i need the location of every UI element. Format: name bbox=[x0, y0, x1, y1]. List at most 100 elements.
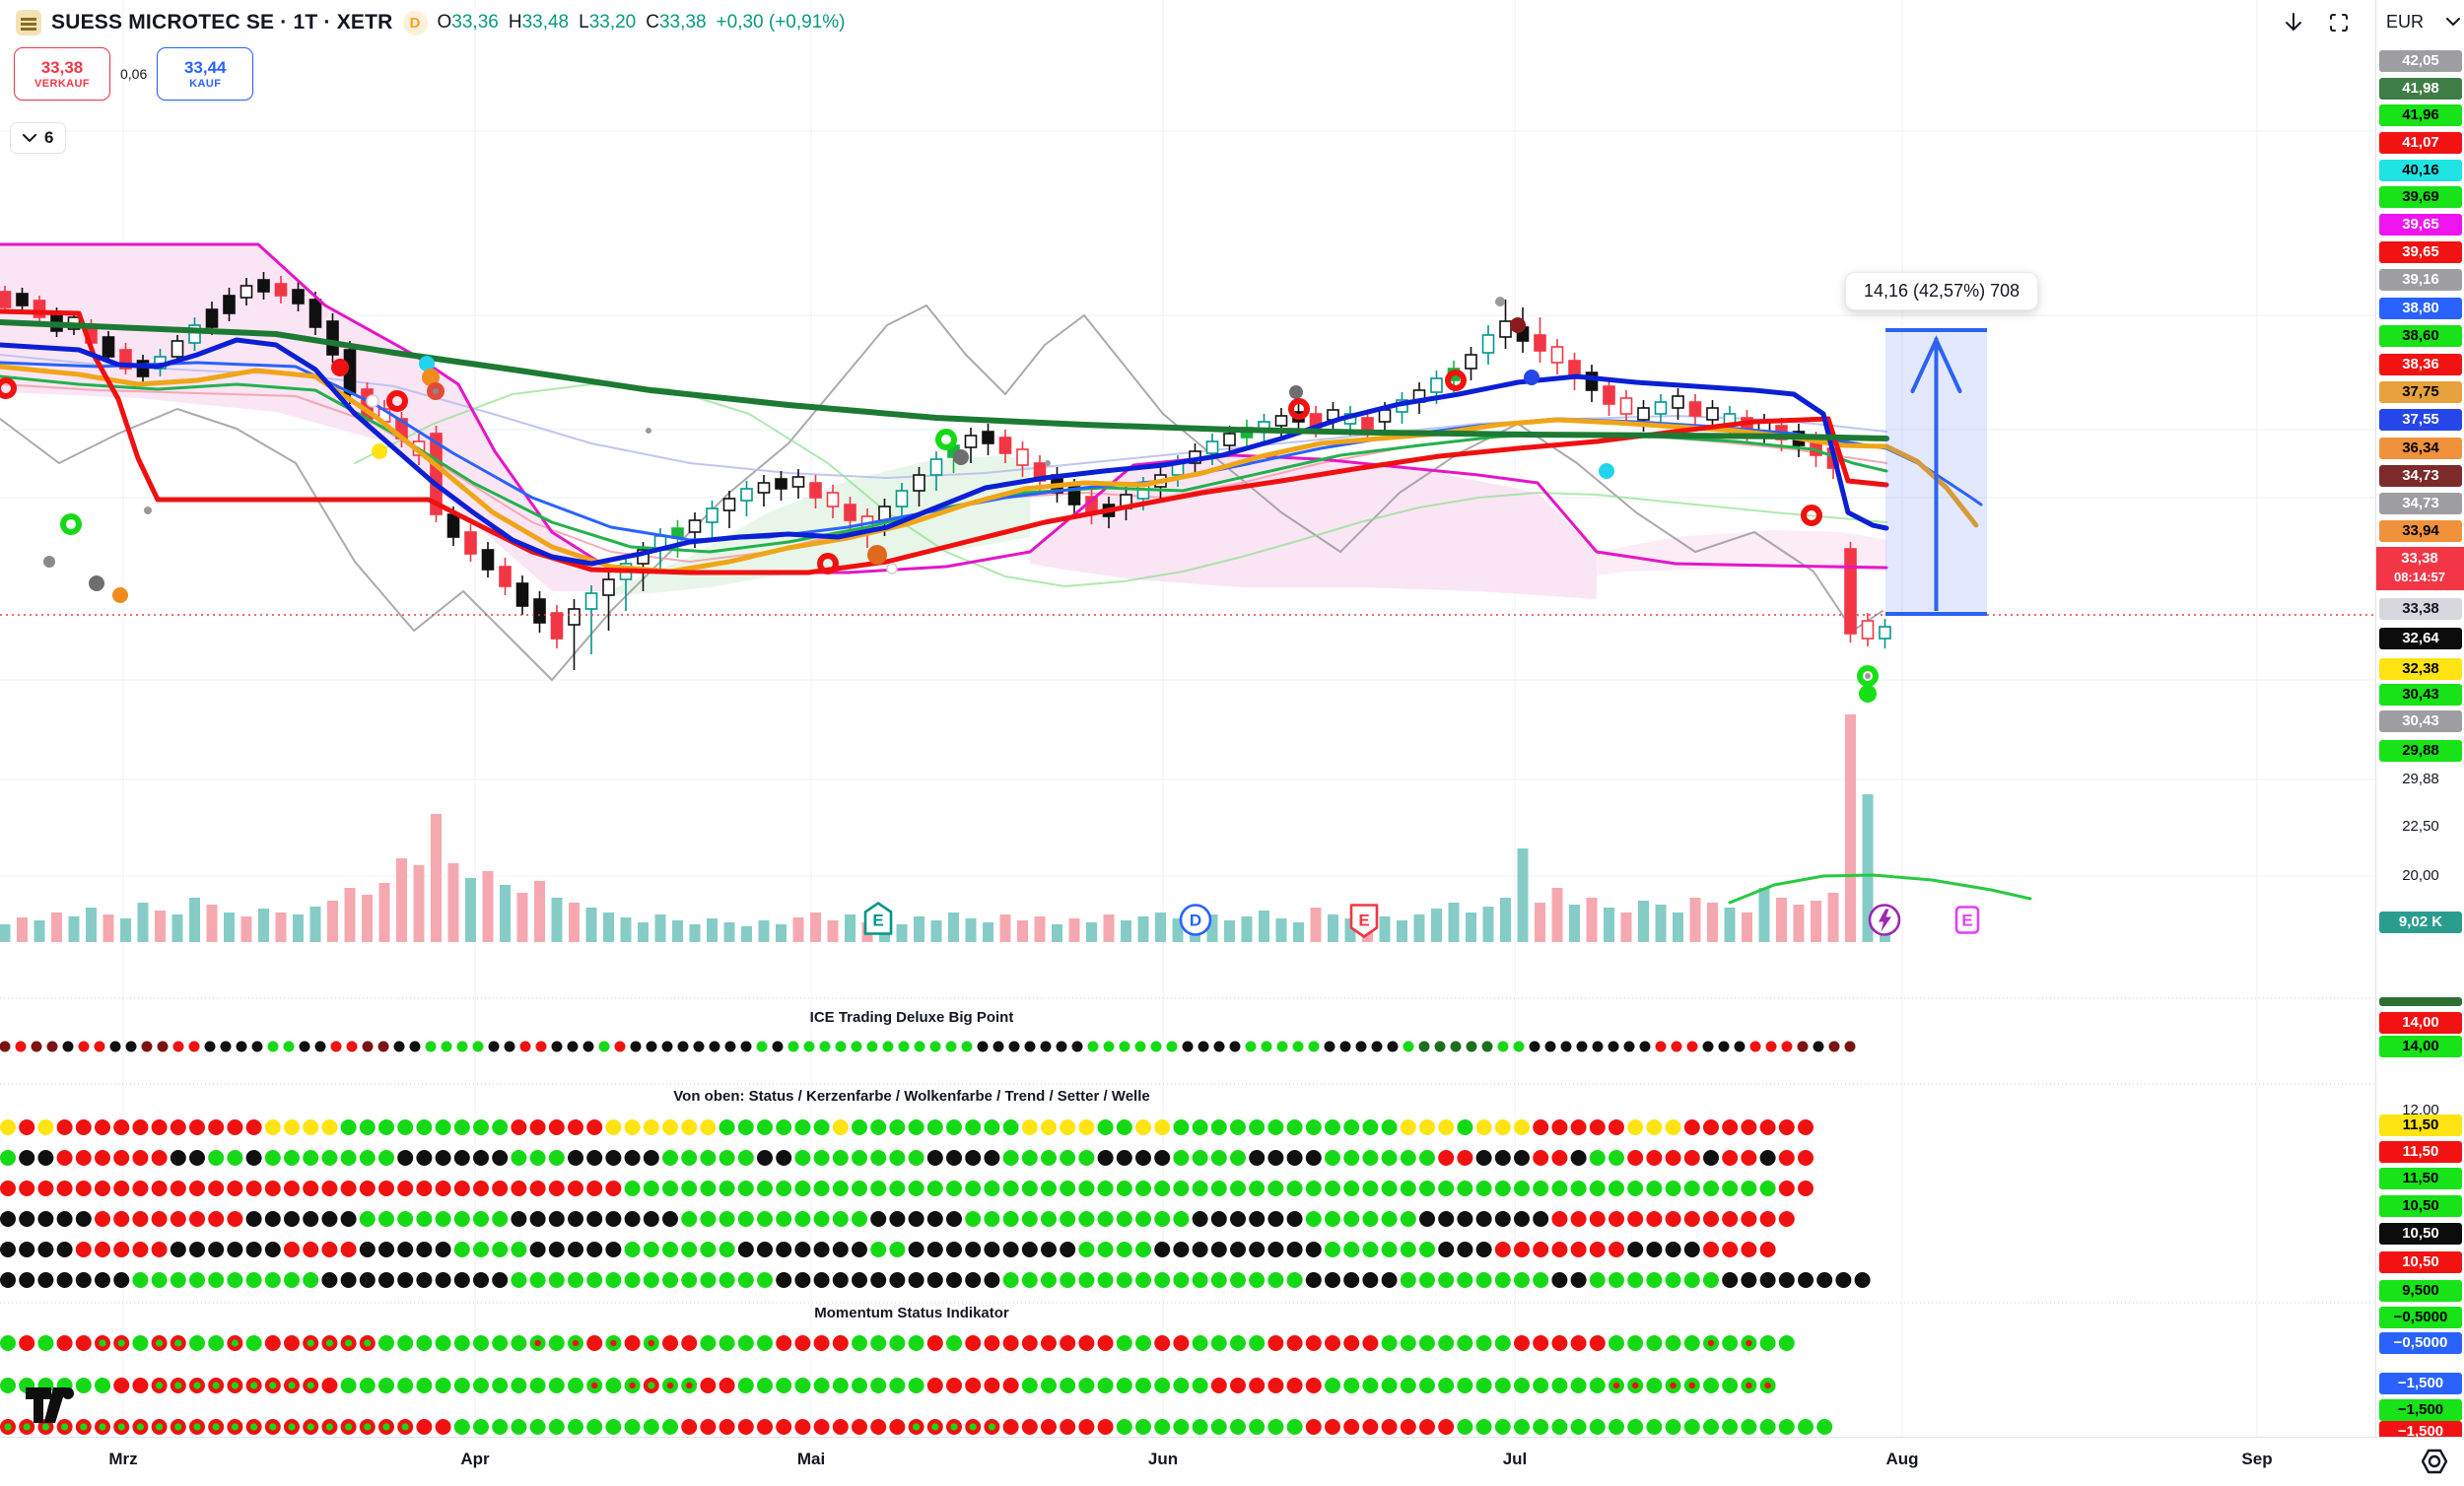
price-scale-label: 37,55 bbox=[2379, 409, 2462, 431]
price-scale-label: 33,38 bbox=[2379, 598, 2462, 620]
overlay-lines-front-layer bbox=[0, 242, 2032, 905]
sell-label: VERKAUF bbox=[34, 78, 90, 90]
ohlc-key: C bbox=[646, 12, 659, 33]
time-axis[interactable]: Mrz Apr Mai Jun Jul Aug Sep bbox=[0, 1437, 2464, 1486]
currency-selector[interactable]: EUR bbox=[2377, 6, 2432, 37]
price-scale-label: 29,88 bbox=[2379, 740, 2462, 762]
price-scale-label: 39,16 bbox=[2379, 269, 2462, 291]
price-scale-label: 9,02 K bbox=[2379, 912, 2462, 933]
price-scale-label: 34,73 bbox=[2379, 465, 2462, 487]
price-scale-label: 39,65 bbox=[2379, 214, 2462, 236]
price-scale-label: 39,69 bbox=[2379, 186, 2462, 208]
event-markers-layer bbox=[0, 297, 1879, 703]
price-scale-label: 32,38 bbox=[2379, 658, 2462, 680]
price-scale-label: 30,43 bbox=[2379, 710, 2462, 732]
ohlc-key: O bbox=[437, 12, 452, 33]
pane-title-ice: ICE Trading Deluxe Big Point bbox=[809, 1009, 1014, 1026]
pane-title-momentum: Momentum Status Indikator bbox=[814, 1305, 1009, 1321]
ohlc-key: H bbox=[508, 12, 522, 33]
price-scale-label: 37,75 bbox=[2379, 381, 2462, 403]
price-scale-label: 29,88 bbox=[2402, 771, 2439, 787]
frame-icon bbox=[2330, 14, 2348, 32]
axis-month-label: Jun bbox=[1147, 1450, 1179, 1468]
currency-chevron-icon[interactable] bbox=[2446, 14, 2460, 32]
price-scale-label: 32,64 bbox=[2379, 628, 2462, 649]
price-scale-label bbox=[2379, 996, 2462, 1006]
event-badge-E: E bbox=[1347, 902, 1381, 944]
price-scale-label: 12,00 bbox=[2402, 1102, 2439, 1118]
price-scale-label: 38,36 bbox=[2379, 354, 2462, 375]
price-scale[interactable]: 42,05 41,98 41,96 41,07 40,16 39,69 39,65 39,65… bbox=[2375, 0, 2464, 1437]
sell-button[interactable]: 33,38 VERKAUF bbox=[14, 47, 110, 101]
price-scale-label: 22,50 bbox=[2402, 818, 2439, 835]
price-scale-label: 36,34 bbox=[2379, 438, 2462, 459]
event-badge-bolt bbox=[1868, 902, 1901, 944]
axis-settings-gear-icon[interactable] bbox=[2417, 1444, 2452, 1484]
arrow-down-icon bbox=[2286, 13, 2301, 31]
indicator-collapse-toggle[interactable]: 6 bbox=[10, 122, 67, 154]
measure-tooltip: 14,16 (42,57%) 708 bbox=[1845, 272, 2039, 310]
symbol-logo-icon[interactable] bbox=[16, 10, 41, 35]
ohlc-value: 33,36 bbox=[451, 12, 499, 33]
fullscreen-button[interactable] bbox=[2320, 4, 2358, 41]
trade-panel: 33,38 VERKAUF 0,06 33,44 KAUF bbox=[14, 47, 254, 101]
chart-toolbar-right bbox=[2275, 4, 2358, 41]
price-scale-label: 14,00 bbox=[2379, 1036, 2462, 1057]
ohlc-value: 33,20 bbox=[588, 12, 637, 33]
ohlc-value: 33,38 bbox=[658, 12, 707, 33]
ohlc-key: L bbox=[579, 12, 589, 33]
chevron-down-icon bbox=[23, 133, 36, 142]
interval-badge[interactable]: D bbox=[402, 10, 428, 35]
axis-month-label: Mrz bbox=[108, 1450, 138, 1468]
pane-dividers bbox=[0, 997, 2375, 1304]
axis-month-label: Mai bbox=[796, 1450, 826, 1468]
chart-header: SUESS MICROTEC SE · 1T · XETR D O33,36 H3… bbox=[16, 6, 846, 39]
price-scale-label: −0,5000 bbox=[2379, 1307, 2462, 1328]
indicator-count: 6 bbox=[44, 128, 54, 147]
price-scale-label: 40,16 bbox=[2379, 160, 2462, 181]
buy-price: 33,44 bbox=[183, 58, 227, 77]
price-scale-label: 41,96 bbox=[2379, 104, 2462, 126]
measure-tool[interactable] bbox=[1885, 328, 1987, 616]
scroll-to-recent-button[interactable] bbox=[2275, 4, 2312, 41]
ohlc-value: 33,48 bbox=[521, 12, 570, 33]
currency-label: EUR bbox=[2385, 11, 2424, 32]
change-value: +0,30 (+0,91%) bbox=[716, 12, 846, 33]
price-scale-label: 33,38 08:14:57 bbox=[2376, 547, 2464, 590]
price-scale-label: 11,50 bbox=[2379, 1168, 2462, 1189]
svg-text:E: E bbox=[1358, 912, 1369, 930]
price-scale-label: 30,43 bbox=[2379, 684, 2462, 706]
axis-month-label: Aug bbox=[1885, 1450, 1919, 1468]
price-scale-label: 34,73 bbox=[2379, 493, 2462, 514]
price-scale-label: 39,65 bbox=[2379, 241, 2462, 263]
price-scale-label: 14,00 bbox=[2379, 1012, 2462, 1034]
buy-button[interactable]: 33,44 KAUF bbox=[157, 47, 254, 101]
price-scale-label: 11,50 bbox=[2379, 1114, 2462, 1136]
symbol-title[interactable]: SUESS MICROTEC SE · 1T · XETR bbox=[51, 11, 393, 34]
price-scale-label: 41,07 bbox=[2379, 132, 2462, 154]
price-scale-label: −0,5000 bbox=[2379, 1332, 2462, 1354]
svg-text:E: E bbox=[872, 912, 883, 930]
axis-month-label: Sep bbox=[2241, 1450, 2273, 1468]
spread-value: 0,06 bbox=[120, 66, 148, 82]
volume-layer bbox=[0, 714, 1890, 942]
price-scale-label: 9,500 bbox=[2379, 1280, 2462, 1302]
tradingview-logo[interactable] bbox=[26, 1387, 77, 1428]
event-badge-E: E bbox=[861, 902, 895, 944]
svg-text:E: E bbox=[1961, 912, 1972, 930]
price-scale-label: 10,50 bbox=[2379, 1251, 2462, 1273]
price-scale-label: 20,00 bbox=[2402, 867, 2439, 884]
price-scale-label: 10,50 bbox=[2379, 1223, 2462, 1245]
pane-title-von-oben: Von oben: Status / Kerzenfarbe / Wolkenf… bbox=[673, 1088, 1150, 1105]
price-scale-label: 10,50 bbox=[2379, 1195, 2462, 1217]
svg-text:D: D bbox=[1190, 912, 1201, 930]
sell-price: 33,38 bbox=[40, 58, 84, 77]
axis-month-label: Apr bbox=[460, 1450, 490, 1468]
buy-label: KAUF bbox=[189, 78, 222, 90]
price-scale-label: 41,98 bbox=[2379, 78, 2462, 100]
price-scale-label: −1,500 bbox=[2379, 1399, 2462, 1421]
ohlc-values: O33,36 H33,48 L33,20 C33,38 +0,30 (+0,91%) bbox=[438, 12, 846, 34]
price-scale-label: −1,500 bbox=[2379, 1373, 2462, 1394]
price-scale-label: 38,60 bbox=[2379, 325, 2462, 347]
chart-canvas[interactable] bbox=[0, 0, 2375, 1437]
